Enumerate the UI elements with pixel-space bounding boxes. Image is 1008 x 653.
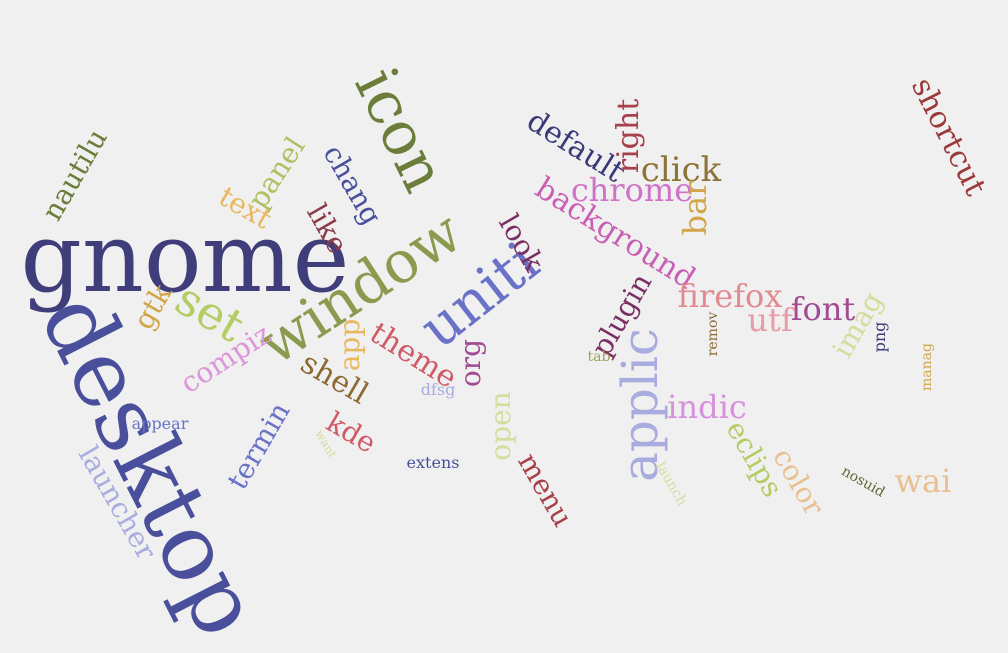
word-indic: indic [667,388,747,426]
word-open: open [484,391,517,461]
word-wai: wai [894,462,952,500]
word-extens: extens [406,453,460,472]
word-png: png [870,321,889,353]
word-nosuid: nosuid [838,463,888,501]
word-cloud: gnome desktop window icon uniti applic set back… [19,57,993,652]
word-launch: launch [652,459,690,509]
word-firefox: firefox [677,277,783,315]
word-chrome: chrome [570,171,694,209]
word-tab: tab [587,349,611,365]
word-right: right [611,98,646,174]
word-shortcut: shortcut [903,72,993,202]
word-utf: utf [747,301,793,339]
word-gnome: gnome [20,202,350,314]
word-menu: menu [511,447,580,533]
word-appear: appear [131,414,189,433]
word-termin: termin [220,396,297,496]
word-org: org [454,338,487,388]
word-manag: manag [919,343,935,391]
word-click: click [640,150,722,190]
word-applic: applic [611,328,669,482]
word-font: font [790,290,856,328]
word-dfsg: dfsg [420,380,456,399]
word-bar: bar [676,180,714,236]
word-app: app [333,318,366,372]
word-remov: remov [705,311,721,357]
